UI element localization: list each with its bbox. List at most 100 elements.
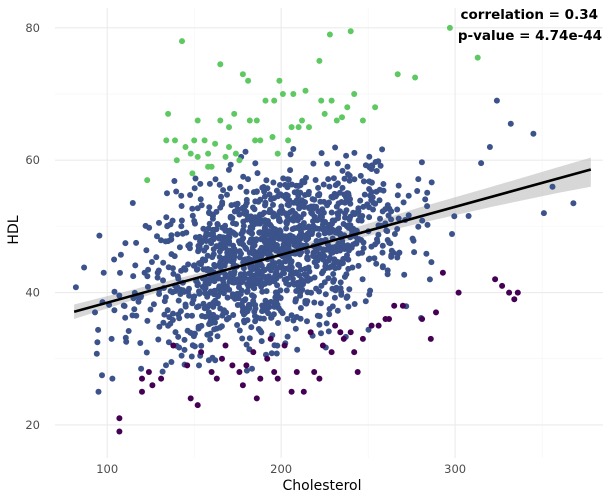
data-points (72, 24, 577, 435)
data-point (224, 286, 231, 293)
data-point (391, 302, 398, 309)
data-point (380, 187, 387, 194)
data-point (486, 144, 493, 150)
data-point (294, 188, 301, 195)
data-point (309, 196, 316, 203)
data-point (360, 203, 367, 210)
data-point (237, 240, 243, 247)
data-point (306, 124, 312, 131)
data-point (433, 309, 439, 316)
data-point (189, 205, 196, 212)
data-point (284, 217, 291, 224)
data-point (262, 224, 268, 231)
data-point (414, 188, 421, 194)
data-point (311, 274, 318, 281)
data-point (283, 191, 290, 198)
data-point (301, 224, 308, 231)
data-point (354, 208, 361, 215)
data-point (205, 309, 212, 316)
data-point (240, 297, 247, 304)
data-point (184, 312, 191, 319)
data-point (155, 336, 162, 343)
data-point (344, 163, 351, 170)
data-point (197, 180, 204, 187)
data-point (270, 213, 277, 220)
data-point (169, 317, 176, 323)
data-point (237, 183, 244, 190)
data-point (122, 240, 129, 247)
data-point (330, 271, 337, 277)
data-point (260, 280, 267, 287)
data-point (293, 314, 300, 320)
data-point (242, 244, 249, 251)
data-point (351, 301, 358, 307)
data-point (220, 238, 227, 245)
data-point (239, 229, 246, 235)
data-point (137, 340, 144, 346)
data-point (95, 388, 102, 395)
data-point (243, 188, 250, 195)
data-point (213, 375, 220, 382)
data-point (217, 61, 224, 68)
data-point (346, 216, 353, 223)
data-point (215, 243, 222, 250)
data-point (316, 375, 323, 382)
data-point (368, 166, 375, 172)
data-point (262, 202, 268, 209)
data-point (326, 183, 333, 190)
data-point (189, 312, 195, 319)
data-point (360, 245, 367, 252)
y-tick-label: 20 (25, 418, 40, 432)
data-point (176, 244, 183, 251)
data-point (395, 215, 402, 222)
data-point (196, 244, 203, 251)
data-point (207, 276, 214, 282)
data-point (224, 294, 231, 301)
data-point (346, 286, 353, 293)
data-point (514, 289, 521, 296)
data-point (284, 333, 291, 340)
data-point (280, 175, 287, 182)
data-point (179, 230, 186, 237)
data-point (217, 204, 224, 211)
data-point (428, 259, 435, 266)
data-point (196, 233, 203, 240)
data-point (201, 285, 208, 292)
data-point (428, 179, 435, 186)
data-point (186, 245, 193, 252)
data-point (209, 354, 216, 361)
data-point (93, 350, 100, 357)
data-point (278, 261, 285, 268)
data-point (329, 194, 336, 201)
data-point (254, 220, 261, 227)
data-point (271, 299, 278, 306)
data-point (245, 176, 251, 183)
data-point (426, 276, 433, 283)
x-tick-label: 100 (96, 462, 118, 476)
x-tick-label: 200 (270, 462, 292, 476)
data-point (388, 252, 395, 259)
data-point (144, 317, 151, 324)
data-point (362, 162, 369, 169)
data-point (206, 209, 212, 216)
data-point (329, 226, 336, 233)
data-point (164, 223, 171, 230)
data-point (292, 325, 299, 332)
data-point (209, 226, 216, 233)
data-point (331, 256, 338, 263)
data-point (170, 310, 176, 317)
data-point (191, 137, 198, 144)
data-point (341, 175, 348, 182)
data-point (145, 369, 152, 375)
data-point (181, 346, 188, 353)
data-point (257, 315, 264, 322)
data-point (322, 218, 328, 225)
data-point (288, 258, 295, 265)
data-point (344, 293, 351, 300)
data-point (399, 302, 406, 309)
data-point (268, 232, 275, 239)
data-point (379, 146, 386, 153)
data-point (366, 214, 373, 221)
data-point (186, 292, 193, 299)
data-point (311, 369, 318, 375)
